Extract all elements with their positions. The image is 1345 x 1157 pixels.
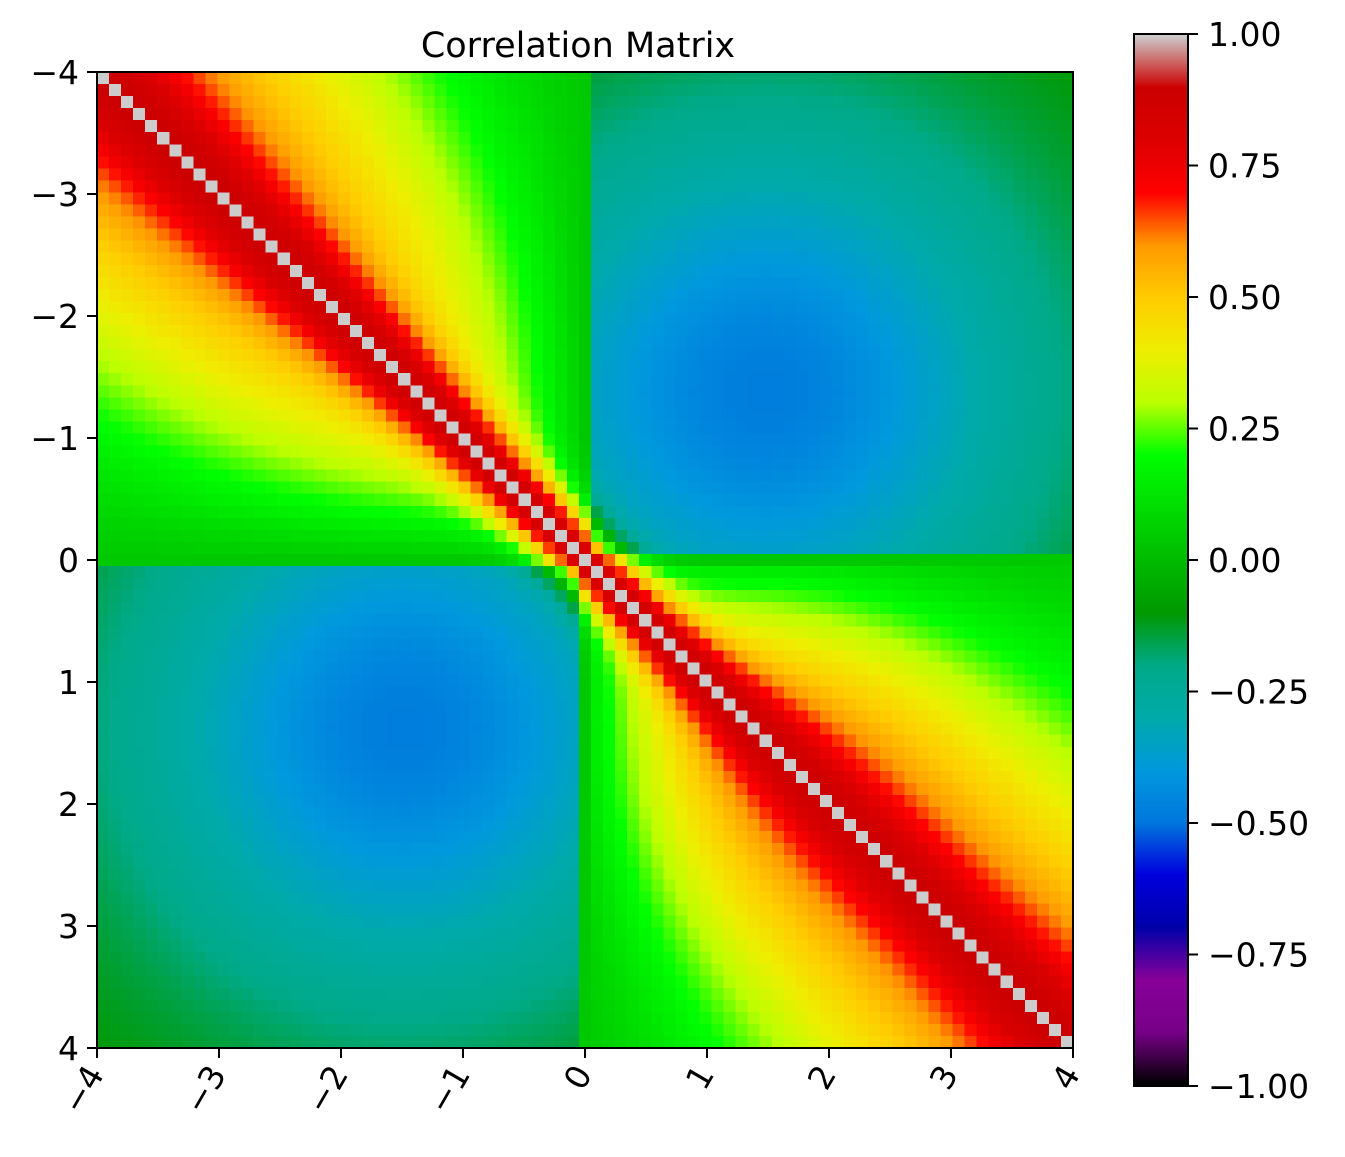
x-tick-label: 0	[556, 1059, 600, 1097]
colorbar-tick-label: 0.00	[1208, 541, 1281, 580]
y-tick-label: 4	[58, 1029, 79, 1068]
x-tick-label: 4	[1044, 1059, 1088, 1097]
y-tick-label: −1	[30, 419, 79, 458]
x-tick-label: 1	[678, 1059, 722, 1097]
colorbar-tick-label: 0.75	[1208, 147, 1281, 186]
colorbar-ticks: 1.00 0.75 0.50 0.25 0.00 −0.25 −0.50 −0.75 −1.00	[1188, 15, 1309, 1106]
x-tick-label: −2	[298, 1059, 356, 1121]
x-axis-ticks: −4 −3 −2 −1 0 1 2 3 4	[54, 1048, 1088, 1120]
y-axis-ticks: −4 −3 −2 −1 0 1 2 3 4	[30, 53, 97, 1068]
colorbar-tick-label: −0.75	[1208, 936, 1309, 975]
colorbar-tick-label: −0.25	[1208, 673, 1309, 712]
colorbar-tick-label: 0.50	[1208, 278, 1281, 317]
x-tick-label: −3	[176, 1059, 234, 1121]
y-tick-label: 0	[58, 541, 79, 580]
y-tick-label: −3	[30, 175, 79, 214]
y-tick-label: 1	[58, 663, 79, 702]
colorbar-tick-label: −1.00	[1208, 1067, 1309, 1106]
y-tick-label: 2	[58, 785, 79, 824]
y-tick-label: 3	[58, 907, 79, 946]
plot-frame	[96, 71, 1074, 1049]
x-tick-label: 3	[922, 1059, 966, 1097]
x-tick-label: −1	[420, 1059, 478, 1121]
y-tick-label: −4	[30, 53, 79, 92]
colorbar-gradient	[1134, 34, 1188, 1086]
heatmap-image	[97, 72, 1073, 1048]
x-tick-label: 2	[800, 1059, 844, 1097]
colorbar-frame	[1133, 33, 1189, 1087]
colorbar-tick-label: 0.25	[1208, 410, 1281, 449]
y-tick-label: −2	[30, 297, 79, 336]
colorbar-tick-label: 1.00	[1208, 15, 1281, 54]
colorbar-tick-label: −0.50	[1208, 804, 1309, 843]
chart-title: Correlation Matrix	[421, 26, 735, 66]
